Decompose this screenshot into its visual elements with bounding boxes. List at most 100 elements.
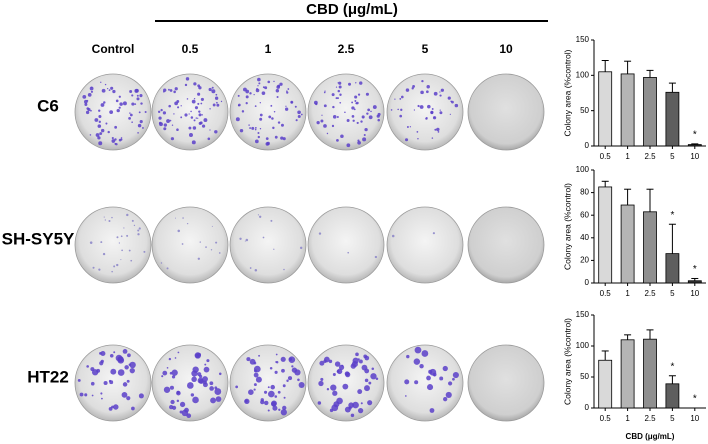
colony [215, 93, 218, 96]
colony [257, 131, 260, 134]
x-tick-label: 10 [690, 414, 699, 423]
colony [171, 369, 178, 376]
row-label: HT22 [27, 367, 69, 386]
colony [91, 369, 99, 376]
colony [447, 96, 451, 100]
colony [273, 111, 276, 113]
colony [249, 127, 252, 129]
error-bar [691, 277, 699, 281]
colony [324, 90, 326, 92]
colony [300, 113, 303, 116]
colony [117, 369, 125, 376]
colony [245, 95, 249, 99]
colony [286, 91, 289, 94]
colony [357, 389, 363, 395]
colony [347, 251, 350, 254]
colony [166, 267, 169, 270]
colony [111, 216, 113, 219]
colony [103, 101, 106, 104]
colony [202, 382, 208, 388]
colony [394, 98, 396, 100]
colony [90, 109, 92, 112]
colony [437, 130, 440, 133]
colony [371, 367, 375, 371]
colony [180, 105, 182, 107]
colony [412, 84, 415, 88]
colony [335, 86, 338, 88]
colony [368, 381, 372, 385]
colony [375, 377, 379, 380]
colony [421, 79, 424, 83]
colony [443, 397, 448, 402]
colony [186, 98, 189, 100]
colony [108, 379, 112, 383]
x-tick-label: 1 [625, 152, 630, 161]
colony [188, 132, 193, 137]
colony [123, 227, 125, 229]
colony [110, 368, 117, 375]
colony [442, 365, 448, 372]
colony [323, 91, 326, 94]
colony [439, 91, 441, 93]
bar [687, 144, 702, 147]
colony [283, 268, 285, 271]
colony [336, 97, 339, 100]
colony [86, 99, 89, 102]
colony [138, 111, 141, 114]
colony [201, 114, 203, 116]
colony [264, 86, 268, 90]
column-label: Control [92, 42, 135, 56]
colony [98, 120, 101, 123]
colony [372, 105, 377, 109]
plate [74, 206, 152, 284]
colony [273, 80, 275, 83]
colony [121, 391, 128, 398]
colony [160, 108, 163, 112]
colony [211, 86, 214, 89]
colony [367, 108, 371, 112]
colony [245, 102, 248, 105]
colony [126, 379, 130, 383]
colony [280, 409, 287, 416]
colony [120, 138, 123, 141]
colony [98, 141, 103, 146]
colony [91, 394, 94, 397]
colony [277, 84, 281, 88]
colony [433, 91, 438, 96]
colony [356, 101, 359, 105]
colony [113, 265, 116, 268]
colony [122, 382, 128, 387]
colony [350, 413, 355, 418]
colony [209, 381, 214, 386]
colony [280, 136, 284, 140]
colony [177, 351, 180, 354]
colony [197, 257, 201, 260]
colony [174, 357, 177, 359]
colony [374, 255, 378, 259]
colony [128, 249, 131, 252]
colony [239, 237, 242, 240]
colony [348, 402, 354, 409]
plate-photo [74, 206, 152, 284]
colony [277, 390, 281, 394]
colony [431, 137, 434, 139]
plate [229, 344, 307, 422]
colony [253, 383, 257, 387]
colony [357, 408, 364, 414]
colony [257, 85, 259, 87]
plate [386, 73, 464, 151]
y-axis-label: Colony area (%control) [562, 318, 572, 405]
error-bar [646, 188, 654, 212]
y-tick-label: 60 [580, 210, 589, 219]
colony [119, 102, 123, 106]
colony [336, 116, 339, 119]
bar [598, 186, 613, 284]
error-bar [624, 334, 632, 340]
significance-mark: * [670, 361, 674, 372]
colony [126, 234, 129, 237]
colony [106, 87, 109, 90]
colony [98, 109, 101, 112]
plate [307, 344, 385, 422]
plate [307, 73, 385, 151]
colony [281, 368, 285, 373]
